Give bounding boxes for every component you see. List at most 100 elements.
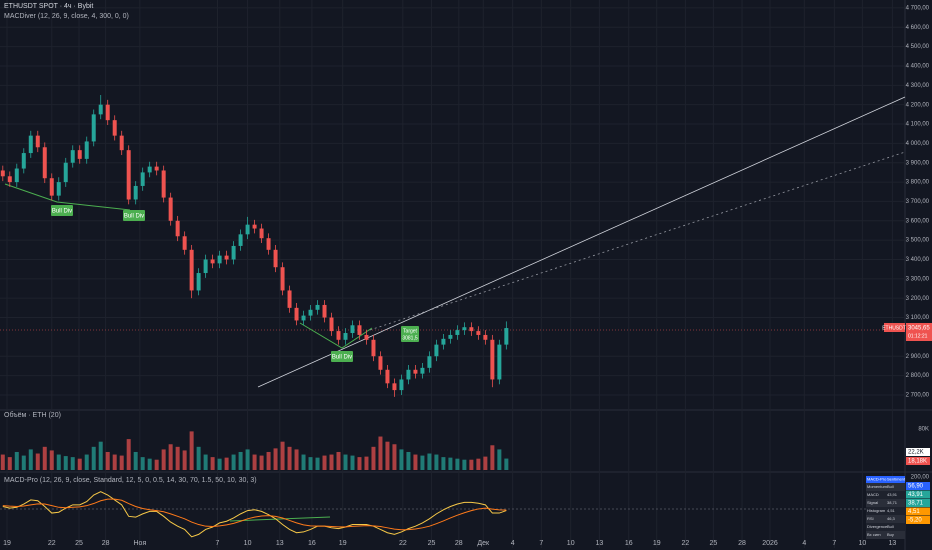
table-cell: 43,91 — [887, 492, 898, 497]
target-value: 3081,5 — [402, 335, 418, 341]
y-tick-label: 3 100,00 — [906, 315, 930, 321]
volume-bar — [490, 445, 495, 470]
volume-bar — [119, 455, 124, 470]
volume-bar — [315, 457, 320, 470]
value-badge-text: 56,90 — [908, 484, 924, 490]
x-tick-label: 7 — [832, 540, 836, 547]
x-tick-label: 4 — [802, 540, 806, 547]
table-cell: Momentum — [867, 484, 888, 489]
volume-bar — [77, 458, 82, 470]
candle-body — [217, 255, 222, 264]
x-tick-label: 16 — [308, 540, 316, 547]
x-tick-label: 4 — [511, 540, 515, 547]
candle-body — [294, 307, 299, 321]
macd-line — [2, 491, 507, 538]
candle-body — [77, 150, 82, 159]
volume-bar — [21, 455, 26, 470]
table-cell: Bull — [887, 524, 894, 529]
annotation: Bull Div — [123, 210, 145, 221]
volume-bar — [56, 454, 61, 470]
candle-body — [413, 369, 418, 374]
candle-body — [70, 150, 75, 163]
y-tick-label: 4 700,00 — [906, 6, 930, 12]
candle-body — [350, 325, 355, 334]
candle-body — [392, 383, 397, 391]
candle-body — [301, 315, 306, 321]
volume-bar — [182, 450, 187, 470]
candle-body — [343, 333, 348, 340]
x-tick-label: 19 — [653, 540, 661, 547]
x-tick-label: 25 — [75, 540, 83, 547]
volume-bar — [196, 446, 201, 470]
volume-bar — [455, 458, 460, 470]
volume-bar — [322, 455, 327, 470]
candle-body — [287, 290, 292, 308]
table-cell: 46,3 — [887, 516, 896, 521]
volume-bar — [224, 457, 229, 470]
y-tick-label: 3 400,00 — [906, 257, 930, 263]
table-row-bg — [866, 515, 905, 523]
y-tick-label: 80K — [918, 426, 929, 432]
y-tick-label: 4 600,00 — [906, 25, 930, 31]
candle-body — [273, 249, 278, 268]
x-tick-label: 2026 — [762, 540, 778, 547]
annotation: Bull Div — [51, 205, 73, 216]
candle-body — [336, 331, 341, 340]
value-badge-text: 38,71 — [908, 501, 924, 507]
table-row-bg — [866, 507, 905, 515]
volume-bar — [147, 458, 152, 470]
candle-body — [406, 369, 411, 380]
value-badge-text: 18,18K — [908, 459, 927, 465]
x-tick-label: 28 — [455, 540, 463, 547]
value-badge — [906, 490, 930, 499]
x-tick-label: 22 — [681, 540, 689, 547]
candle-body — [322, 304, 327, 318]
volume-bar — [210, 457, 215, 470]
volume-bar — [420, 455, 425, 470]
x-tick-label: 19 — [339, 540, 347, 547]
x-tick-label: 22 — [48, 540, 56, 547]
y-tick-label: 2 800,00 — [906, 373, 930, 379]
volume-bar — [112, 454, 117, 470]
x-tick-label: Дек — [477, 540, 490, 547]
value-badge-text: 4,51 — [908, 509, 920, 515]
price-badge-text: 3045,65 — [908, 326, 930, 332]
candle-body — [112, 120, 117, 136]
symbol-badge — [884, 323, 905, 332]
candle-body — [7, 176, 12, 183]
volume-bar — [63, 456, 68, 470]
price-badge — [906, 323, 932, 341]
x-tick-label: 7 — [216, 540, 220, 547]
y-tick-label: 2 900,00 — [906, 354, 930, 360]
candle-body — [245, 224, 250, 235]
y-tick-label: 4 100,00 — [906, 122, 930, 128]
x-tick-label: 28 — [102, 540, 110, 547]
value-badge-text: 43,91 — [908, 492, 924, 498]
volume-bar — [126, 439, 131, 470]
x-tick-label: 10 — [244, 540, 252, 547]
volume-bar — [203, 454, 208, 470]
volume-bar — [462, 459, 467, 470]
volume-bar — [357, 457, 362, 470]
volume-bar — [350, 455, 355, 470]
table-cell: 4,51 — [887, 508, 896, 513]
volume-bar — [392, 444, 397, 470]
volume-bar — [441, 457, 446, 470]
bull-div-label: Bull Div — [124, 214, 144, 220]
macd-divergence-line — [229, 516, 331, 522]
candle-body — [91, 114, 96, 142]
divergence-line — [4, 183, 131, 211]
volume-bar — [273, 448, 278, 470]
candle-body — [329, 317, 334, 332]
value-badge-text: -5,20 — [908, 518, 922, 524]
value-badge-text: 22,2K — [908, 450, 924, 456]
candle-body — [364, 334, 369, 340]
candle-body — [196, 273, 201, 291]
target-label: Target — [403, 328, 418, 334]
volume-bar — [175, 446, 180, 470]
candle-body — [420, 367, 425, 374]
trend-line — [257, 96, 906, 388]
volume-bar — [399, 449, 404, 470]
candle-body — [168, 197, 173, 221]
